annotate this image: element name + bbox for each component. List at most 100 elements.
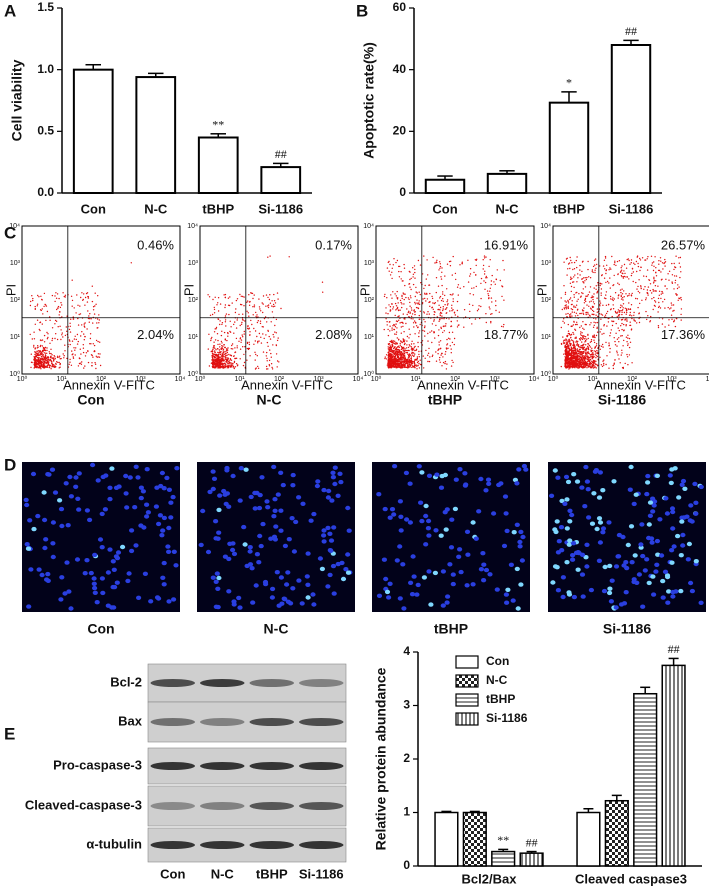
event-dot — [233, 360, 236, 363]
event-dot — [672, 310, 674, 312]
nucleus — [645, 473, 651, 479]
event-dot — [243, 296, 245, 298]
event-dot — [585, 354, 587, 356]
event-dot — [576, 366, 578, 369]
event-dot — [645, 275, 648, 278]
event-dot — [399, 359, 401, 361]
event-dot — [568, 368, 570, 370]
event-dot — [589, 361, 591, 364]
bar — [197, 136, 239, 194]
nucleus — [140, 489, 146, 494]
event-dot — [384, 357, 386, 360]
nucleus — [589, 521, 596, 526]
event-dot — [34, 366, 36, 369]
event-dot — [441, 267, 443, 269]
event-dot — [271, 305, 273, 307]
event-dot — [648, 279, 650, 281]
event-dot — [657, 326, 660, 329]
event-dot — [81, 292, 83, 294]
event-dot — [612, 367, 615, 370]
event-dot — [671, 262, 673, 265]
nucleus — [310, 592, 316, 597]
event-dot — [224, 353, 226, 356]
event-dot — [395, 361, 397, 363]
legend-swatch — [455, 674, 479, 688]
nucleus — [560, 575, 567, 580]
nucleus — [666, 589, 672, 594]
event-dot — [61, 332, 63, 334]
event-dot — [434, 302, 436, 304]
event-dot — [581, 344, 583, 347]
event-dot — [410, 318, 412, 320]
event-dot — [635, 260, 638, 263]
event-dot — [41, 345, 43, 347]
event-dot — [610, 268, 612, 270]
nucleus — [337, 471, 343, 476]
event-dot — [503, 269, 505, 271]
event-dot — [625, 324, 627, 326]
event-dot — [386, 321, 388, 323]
event-dot — [60, 329, 62, 331]
event-dot — [227, 357, 229, 359]
event-dot — [583, 343, 585, 345]
event-dot — [424, 325, 426, 327]
event-dot — [236, 365, 239, 367]
event-dot — [564, 353, 567, 355]
y-tick-label: 10⁴ — [187, 223, 198, 230]
event-dot — [670, 307, 672, 309]
nucleus — [523, 467, 529, 472]
event-dot — [72, 356, 75, 358]
event-dot — [442, 300, 444, 302]
event-dot — [50, 348, 52, 350]
event-dot — [605, 294, 607, 296]
event-dot — [216, 358, 219, 360]
nucleus — [503, 592, 509, 597]
event-dot — [585, 357, 587, 359]
event-dot — [386, 297, 388, 299]
event-dot — [428, 360, 431, 363]
event-dot — [402, 340, 405, 342]
nucleus — [59, 575, 65, 580]
event-dot — [573, 286, 575, 289]
event-dot — [605, 272, 607, 275]
event-dot — [434, 262, 436, 264]
nucleus — [680, 478, 687, 484]
event-dot — [396, 356, 399, 358]
event-dot — [622, 277, 625, 279]
event-dot — [578, 357, 580, 360]
nucleus — [432, 570, 438, 576]
event-dot — [569, 314, 571, 316]
event-dot — [452, 255, 454, 258]
nucleus — [398, 514, 404, 519]
nucleus — [328, 548, 334, 553]
event-dot — [389, 366, 391, 369]
event-dot — [639, 257, 641, 260]
event-dot — [262, 311, 264, 314]
panel-label: C — [4, 223, 16, 242]
event-dot — [620, 275, 623, 277]
nucleus — [46, 472, 52, 477]
x-tick-label: 10⁰ — [371, 375, 382, 383]
event-dot — [594, 350, 597, 353]
event-dot — [591, 347, 593, 349]
event-dot — [240, 341, 242, 343]
event-dot — [621, 276, 623, 278]
event-dot — [575, 356, 577, 358]
event-dot — [571, 349, 574, 352]
event-dot — [441, 284, 443, 287]
nucleus — [65, 523, 71, 528]
x-tick-label: 10² — [274, 376, 285, 383]
event-dot — [36, 305, 38, 307]
nucleus — [288, 601, 294, 606]
event-dot — [90, 318, 92, 320]
event-dot — [453, 311, 456, 313]
event-dot — [476, 310, 479, 312]
event-dot — [398, 358, 400, 360]
nucleus — [105, 570, 111, 575]
event-dot — [568, 361, 571, 363]
event-dot — [413, 343, 415, 345]
event-dot — [395, 305, 398, 307]
event-dot — [423, 330, 426, 332]
event-dot — [50, 368, 52, 370]
event-dot — [213, 341, 215, 343]
